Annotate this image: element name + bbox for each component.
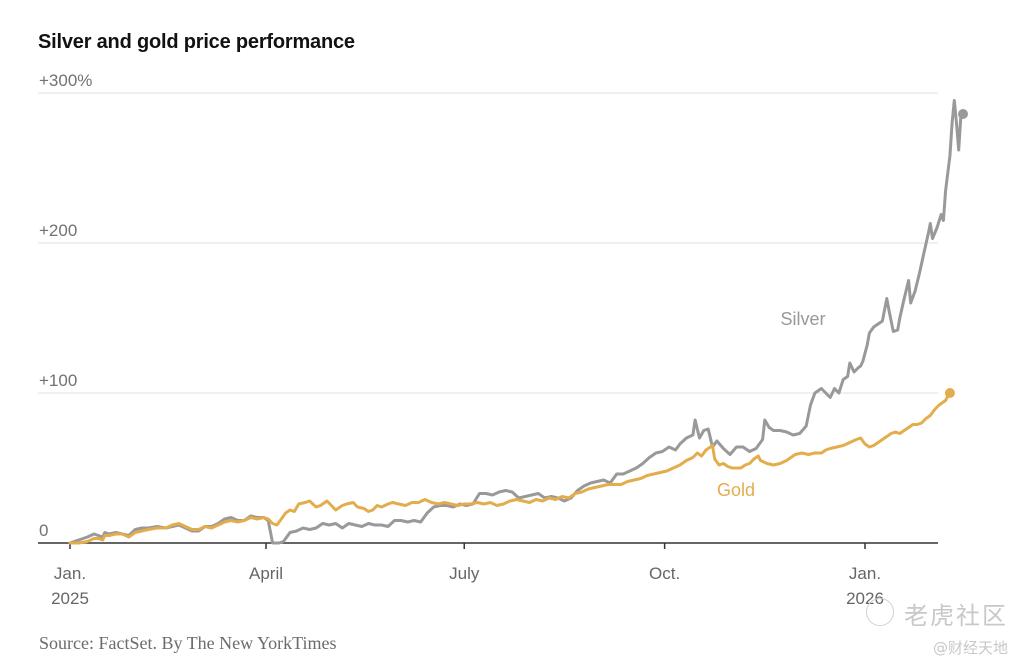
watermark-logo-icon: [866, 598, 894, 626]
x-tick-label: 2025: [51, 589, 89, 608]
gold-end-marker: [944, 388, 955, 398]
x-tick-label: July: [449, 564, 480, 583]
y-tick-label: +100: [39, 371, 77, 390]
y-tick-label: +200: [39, 221, 77, 240]
gold-line: [68, 391, 952, 545]
x-tick-label: Oct.: [649, 564, 680, 583]
x-tick-label: Jan.: [849, 564, 881, 583]
series-labels: Silver Gold: [717, 309, 826, 500]
y-tick-label: 0: [39, 521, 48, 540]
y-tick-label: +300%: [39, 71, 92, 90]
gridlines: [38, 92, 938, 394]
gold-label: Gold: [717, 480, 755, 500]
silver-label: Silver: [780, 309, 825, 329]
y-axis-ticks: +300% +200 +100 0: [39, 71, 92, 540]
chart-title: Silver and gold price performance: [38, 31, 355, 53]
source-note: Source: FactSet. By The New YorkTimes: [39, 633, 337, 653]
watermark-main: 老虎社区: [904, 602, 1008, 630]
series-lines: [68, 99, 969, 545]
silver-line: [68, 99, 965, 545]
silver-end-marker: [958, 109, 969, 119]
watermark-sub: @财经天地: [932, 639, 1008, 657]
x-tick-label: Jan.: [54, 564, 86, 583]
x-tick-label: April: [249, 564, 283, 583]
